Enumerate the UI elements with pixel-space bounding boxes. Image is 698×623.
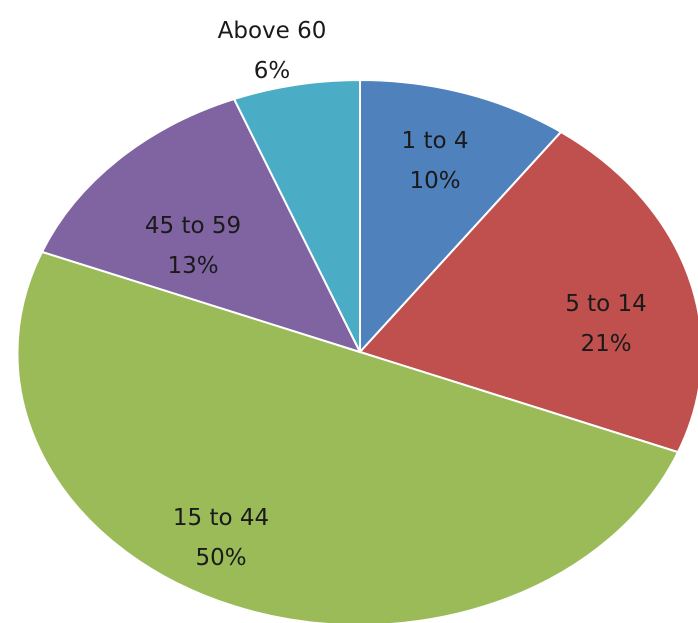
slice-category-label: 45 to 59 (145, 213, 241, 239)
slice-category-label: Above 60 (218, 18, 327, 44)
slice-category-label: 15 to 44 (173, 505, 269, 531)
pie-slice-1-to-4 (359, 78, 563, 355)
slice-percent-label: 21% (580, 331, 631, 357)
slice-category-label: 5 to 14 (565, 291, 647, 317)
slice-percent-label: 50% (195, 545, 246, 571)
pie-slice-above-60 (232, 78, 361, 353)
slice-category-label: 1 to 4 (402, 128, 469, 154)
pie-slices (16, 78, 698, 623)
pie-slice-5-to-14 (358, 130, 698, 454)
slice-percent-label: 10% (409, 168, 460, 194)
pie-labels: 1 to 4 10% 5 to 14 21% 15 to 44 50% 45 to 59 13… (145, 18, 647, 571)
slice-percent-label: 6% (254, 58, 291, 84)
slice-percent-label: 13% (167, 253, 218, 279)
pie-slice-45-to-59 (40, 97, 362, 354)
pie-slice-15-to-44 (16, 250, 680, 623)
